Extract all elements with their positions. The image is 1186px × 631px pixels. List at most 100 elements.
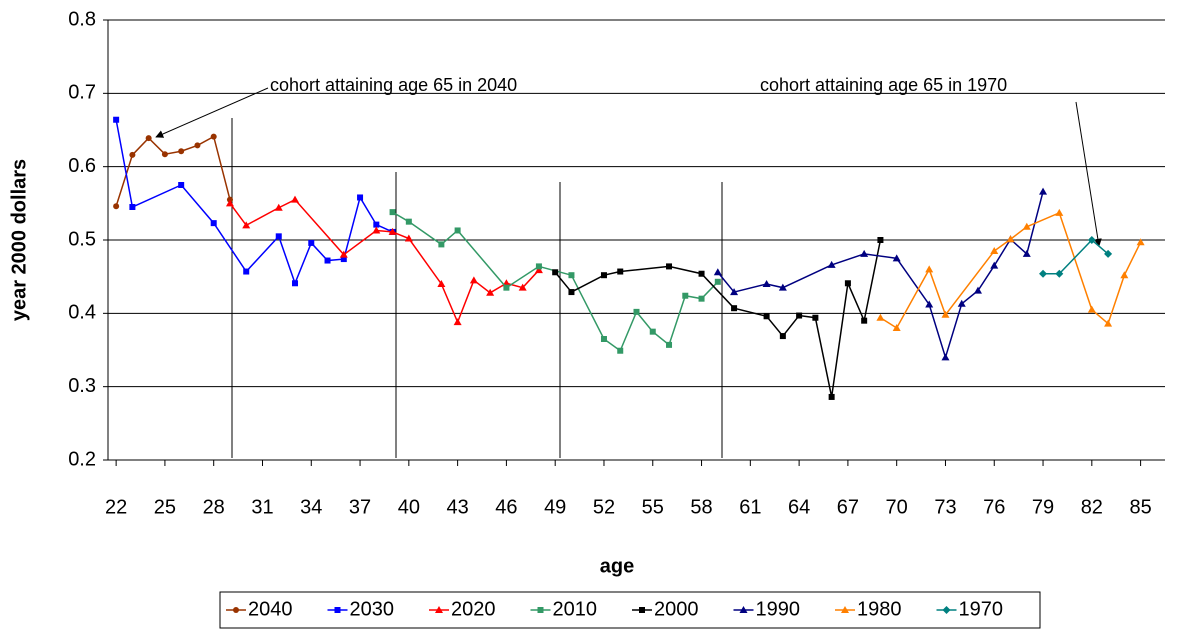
marker [357, 194, 364, 201]
marker [469, 276, 478, 284]
marker [308, 239, 315, 246]
legend-label: 2010 [553, 598, 598, 620]
marker [388, 227, 397, 235]
marker [649, 328, 656, 335]
marker [243, 268, 250, 275]
x-tick-label: 37 [349, 496, 371, 518]
y-tick-label: 0.2 [68, 448, 96, 470]
marker [161, 151, 168, 158]
marker [876, 313, 885, 321]
marker [698, 270, 705, 277]
x-tick-label: 82 [1081, 496, 1103, 518]
series-line [880, 211, 1142, 330]
x-tick-label: 61 [739, 496, 761, 518]
marker [990, 261, 999, 269]
marker [438, 241, 445, 248]
x-tick-label: 22 [105, 496, 127, 518]
marker [957, 299, 966, 307]
x-tick-label: 34 [300, 496, 322, 518]
marker [1022, 249, 1031, 257]
x-tick-label: 58 [690, 496, 712, 518]
x-tick-label: 31 [251, 496, 273, 518]
marker [861, 317, 868, 324]
marker [1039, 187, 1048, 195]
marker [340, 256, 347, 263]
marker [841, 606, 849, 613]
x-tick-label: 55 [642, 496, 664, 518]
marker [534, 266, 543, 274]
marker [291, 195, 300, 203]
marker [973, 286, 982, 294]
marker [225, 199, 234, 207]
x-tick-label: 49 [544, 496, 566, 518]
x-tick-label: 67 [837, 496, 859, 518]
y-tick-label: 0.8 [68, 8, 96, 30]
marker [210, 220, 217, 227]
marker [925, 265, 934, 273]
marker [1022, 222, 1031, 230]
x-tick-label: 25 [154, 496, 176, 518]
marker [1104, 249, 1113, 258]
marker [617, 347, 624, 354]
marker [617, 268, 624, 275]
marker [892, 254, 901, 262]
marker [1055, 208, 1064, 216]
x-tick-label: 70 [886, 496, 908, 518]
marker [339, 250, 348, 258]
marker [113, 203, 120, 210]
marker [145, 135, 152, 142]
x-tick-label: 52 [593, 496, 615, 518]
y-tick-label: 0.6 [68, 155, 96, 177]
marker [324, 257, 331, 264]
legend-label: 1990 [756, 598, 801, 620]
marker [405, 218, 412, 225]
marker [1087, 305, 1096, 313]
legend-label: 1970 [959, 598, 1004, 620]
marker [1104, 319, 1113, 327]
marker [1039, 269, 1048, 278]
y-axis-title: year 2000 dollars [8, 159, 30, 321]
marker [454, 227, 461, 234]
marker [942, 606, 951, 614]
marker [437, 280, 446, 287]
marker [941, 310, 950, 318]
marker [844, 280, 851, 287]
marker [372, 226, 381, 234]
x-tick-label: 79 [1032, 496, 1054, 518]
marker [113, 116, 120, 123]
marker [389, 209, 396, 216]
marker [925, 300, 934, 308]
marker [210, 133, 217, 140]
marker [666, 263, 673, 270]
marker [860, 249, 869, 257]
marker [435, 606, 443, 613]
marker [568, 289, 575, 296]
marker [242, 221, 251, 229]
y-tick-label: 0.3 [68, 375, 96, 397]
marker [535, 263, 542, 270]
marker [275, 233, 282, 240]
x-tick-label: 76 [983, 496, 1005, 518]
x-tick-label: 73 [934, 496, 956, 518]
marker [600, 272, 607, 279]
marker [129, 151, 136, 158]
cohort-dividers [231, 118, 723, 458]
marker [486, 288, 495, 296]
marker [1087, 236, 1096, 244]
y-tick-label: 0.7 [68, 82, 96, 104]
legend-label: 2020 [451, 598, 496, 620]
y-tick-label: 0.5 [68, 228, 96, 250]
marker [730, 288, 739, 296]
marker [233, 607, 239, 613]
marker [453, 318, 462, 326]
marker [1136, 238, 1145, 246]
marker [877, 237, 884, 243]
annotation-arrow [1075, 101, 1102, 247]
marker [762, 280, 771, 287]
annotation-arrow [155, 87, 269, 138]
x-tick-label: 40 [398, 496, 420, 518]
marker [537, 607, 544, 613]
marker [503, 284, 510, 291]
x-tick-label: 64 [788, 496, 810, 518]
